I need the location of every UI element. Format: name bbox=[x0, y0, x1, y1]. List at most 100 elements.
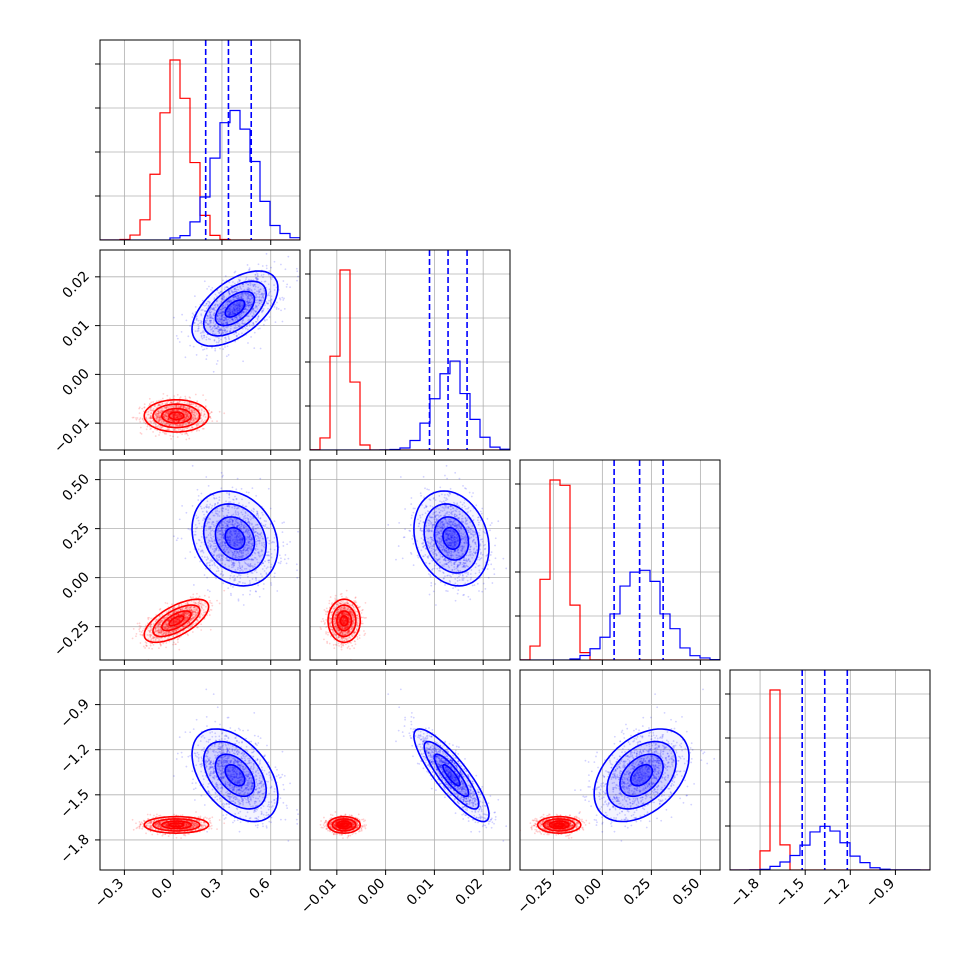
sample-point bbox=[242, 283, 244, 286]
sample-point bbox=[156, 416, 159, 419]
sample-point bbox=[209, 628, 212, 631]
sample-point bbox=[175, 409, 178, 411]
sample-point bbox=[260, 274, 263, 277]
sample-point bbox=[178, 416, 181, 419]
sample-point bbox=[181, 419, 184, 422]
sample-point bbox=[141, 407, 144, 410]
sample-point bbox=[270, 266, 272, 269]
sample-point bbox=[242, 360, 244, 363]
sample-point bbox=[233, 271, 236, 274]
sample-point bbox=[260, 280, 263, 283]
sample-point bbox=[224, 317, 227, 320]
sample-point bbox=[210, 609, 213, 611]
sample-point bbox=[165, 642, 168, 644]
sample-point bbox=[225, 355, 228, 358]
sample-point bbox=[231, 318, 234, 321]
sample-point bbox=[179, 424, 182, 427]
sample-point bbox=[196, 428, 199, 431]
sample-point bbox=[280, 309, 282, 312]
sample-point bbox=[178, 413, 181, 416]
sample-point bbox=[138, 624, 141, 627]
sample-point bbox=[187, 415, 189, 417]
sample-point bbox=[158, 419, 161, 422]
sample-point bbox=[186, 414, 189, 417]
sample-point bbox=[223, 589, 226, 592]
sample-point bbox=[221, 297, 223, 300]
sample-point bbox=[179, 405, 182, 408]
sample-point bbox=[247, 342, 249, 344]
sample-point bbox=[154, 425, 157, 428]
sample-point bbox=[175, 424, 178, 427]
sample-point bbox=[172, 414, 175, 417]
sample-point bbox=[186, 408, 189, 411]
sample-point bbox=[183, 406, 185, 408]
sample-point bbox=[220, 298, 223, 300]
sample-point bbox=[180, 415, 183, 418]
sample-point bbox=[164, 423, 167, 426]
sample-point bbox=[178, 341, 181, 343]
sample-point bbox=[257, 316, 260, 319]
sample-point bbox=[192, 413, 195, 416]
sample-point bbox=[289, 540, 291, 543]
sample-point bbox=[172, 414, 175, 417]
sample-point bbox=[176, 537, 179, 540]
sample-point bbox=[159, 431, 161, 434]
sample-point bbox=[184, 397, 187, 400]
sample-point bbox=[158, 418, 161, 421]
sample-point bbox=[180, 404, 183, 407]
sample-point bbox=[223, 316, 226, 319]
sample-point bbox=[150, 412, 153, 415]
sample-point bbox=[164, 415, 166, 417]
sample-point bbox=[175, 413, 178, 416]
sample-point bbox=[145, 416, 148, 419]
sample-point bbox=[209, 412, 211, 415]
sample-point bbox=[160, 643, 162, 646]
sample-point bbox=[193, 413, 196, 416]
sample-point bbox=[219, 308, 222, 311]
sample-point bbox=[227, 335, 230, 338]
sample-point bbox=[187, 434, 189, 437]
sample-point bbox=[224, 306, 227, 309]
sample-point bbox=[186, 427, 189, 430]
sample-point bbox=[261, 310, 264, 312]
sample-point bbox=[173, 414, 176, 417]
sample-point bbox=[184, 410, 187, 413]
sample-point bbox=[166, 412, 169, 414]
sample-point bbox=[162, 413, 165, 416]
sample-point bbox=[190, 418, 193, 421]
sample-point bbox=[219, 291, 222, 293]
sample-point bbox=[175, 420, 178, 423]
sample-point bbox=[236, 477, 239, 480]
sample-point bbox=[175, 416, 178, 419]
sample-point bbox=[223, 412, 226, 415]
sample-point bbox=[154, 411, 157, 414]
sample-point bbox=[182, 419, 185, 422]
sample-point bbox=[258, 327, 261, 330]
sample-point bbox=[191, 417, 194, 420]
sample-point bbox=[159, 416, 162, 418]
sample-point bbox=[244, 292, 247, 295]
sample-point bbox=[213, 325, 216, 328]
sample-point bbox=[171, 413, 174, 416]
sample-point bbox=[191, 426, 194, 429]
sample-point bbox=[206, 589, 209, 591]
sample-point bbox=[178, 413, 181, 416]
sample-point bbox=[141, 418, 144, 421]
sample-point bbox=[176, 416, 179, 418]
sample-point bbox=[242, 593, 244, 596]
sample-point bbox=[258, 302, 261, 305]
sample-point bbox=[158, 416, 161, 419]
sample-point bbox=[161, 403, 163, 405]
sample-point bbox=[176, 416, 179, 419]
sample-point bbox=[209, 317, 212, 319]
sample-point bbox=[163, 431, 166, 434]
sample-point bbox=[200, 492, 203, 495]
sample-point bbox=[255, 294, 258, 297]
sample-point bbox=[224, 329, 226, 332]
sample-point bbox=[283, 558, 286, 561]
sample-point bbox=[230, 299, 233, 302]
sample-point bbox=[183, 419, 186, 422]
sample-point bbox=[242, 319, 245, 322]
sample-point bbox=[190, 410, 193, 413]
sample-point bbox=[217, 330, 220, 333]
